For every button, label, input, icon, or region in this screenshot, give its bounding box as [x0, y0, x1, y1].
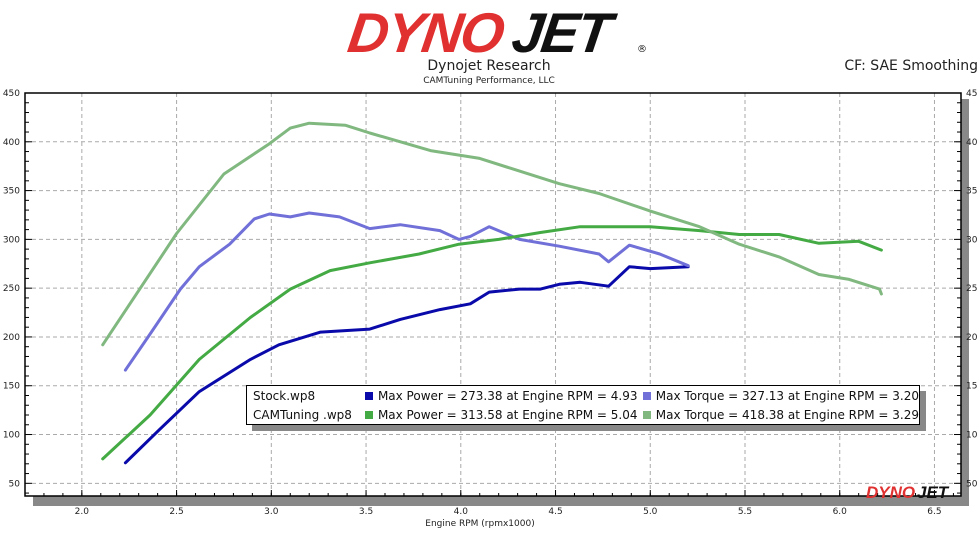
dynojet-watermark: DYNO JET [866, 483, 950, 502]
legend-swatch [642, 391, 651, 400]
legend-file: Stock.wp8 [253, 388, 316, 403]
y-tick-label-left: 50 [9, 479, 21, 489]
svg-text:DYNO: DYNO [345, 2, 508, 60]
legend-power: Max Power = 313.58 at Engine RPM = 5.04 [377, 407, 638, 422]
y-tick-label-right: 300 [966, 235, 978, 245]
series-line-0 [123, 265, 690, 465]
y-tick-label-right: 150 [966, 382, 978, 392]
legend-swatch [364, 410, 373, 419]
x-tick-label: 3.0 [264, 507, 279, 517]
y-tick-label-left: 350 [3, 187, 20, 197]
x-tick-label: 4.0 [454, 507, 469, 517]
y-tick-label-right: 50 [966, 479, 978, 489]
y-tick-label-right: 350 [966, 187, 978, 197]
y-tick-label-left: 100 [3, 431, 20, 441]
dynojet-logo: DYNO JET ® [345, 2, 647, 60]
y-tick-label-left: 250 [3, 284, 20, 294]
legend: Stock.wp8 Max Power = 273.38 at Engine R… [246, 385, 920, 425]
y-tick-label-left: 450 [3, 89, 20, 99]
x-tick-label: 6.5 [927, 507, 941, 517]
plot-frame [24, 92, 962, 497]
legend-row-camtuning: CAMTuning .wp8 Max Power = 313.58 at Eng… [247, 405, 919, 424]
y-tick-label-right: 250 [966, 284, 978, 294]
series-line-3 [101, 121, 883, 347]
y-tick-label-left: 150 [3, 382, 20, 392]
x-tick-label: 5.5 [738, 507, 752, 517]
legend-row-stock: Stock.wp8 Max Power = 273.38 at Engine R… [247, 386, 919, 405]
chart-subtitle: CAMTuning Performance, LLC [423, 76, 555, 86]
svg-text:DYNO: DYNO [866, 483, 915, 502]
x-tick-label: 2.5 [169, 507, 183, 517]
y-tick-label-right: 450 [966, 89, 978, 99]
y-tick-label-right: 100 [966, 431, 978, 441]
chart-title: Dynojet Research [427, 58, 551, 74]
x-axis-shadow [33, 496, 969, 506]
x-tick-label: 3.5 [359, 507, 373, 517]
y-tick-label-right: 400 [966, 138, 978, 148]
series-line-2 [101, 225, 883, 461]
legend-swatch [642, 410, 651, 419]
y-tick-label-left: 300 [3, 235, 20, 245]
x-tick-label: 4.5 [548, 507, 562, 517]
y-tick-label-left: 400 [3, 138, 20, 148]
legend-torque: Max Torque = 327.13 at Engine RPM = 3.20 [655, 388, 919, 403]
svg-text:JET: JET [508, 2, 620, 60]
x-axis-label: Engine RPM (rpmx1000) [425, 519, 534, 529]
x-tick-label: 2.0 [75, 507, 90, 517]
series-line-1 [123, 211, 690, 372]
svg-text:JET: JET [917, 483, 950, 502]
legend-torque: Max Torque = 418.38 at Engine RPM = 3.29 [655, 407, 919, 422]
svg-text:®: ® [637, 44, 647, 55]
y-tick-label-left: 200 [3, 333, 20, 343]
legend-file: CAMTuning .wp8 [253, 407, 352, 422]
legend-power: Max Power = 273.38 at Engine RPM = 4.93 [377, 388, 638, 403]
legend-swatch [364, 391, 373, 400]
y-tick-label-right: 200 [966, 333, 978, 343]
x-tick-label: 5.0 [643, 507, 658, 517]
correction-factor: CF: SAE Smoothing [844, 58, 978, 74]
right-axis-shadow [961, 99, 969, 504]
x-tick-label: 6.0 [833, 507, 848, 517]
